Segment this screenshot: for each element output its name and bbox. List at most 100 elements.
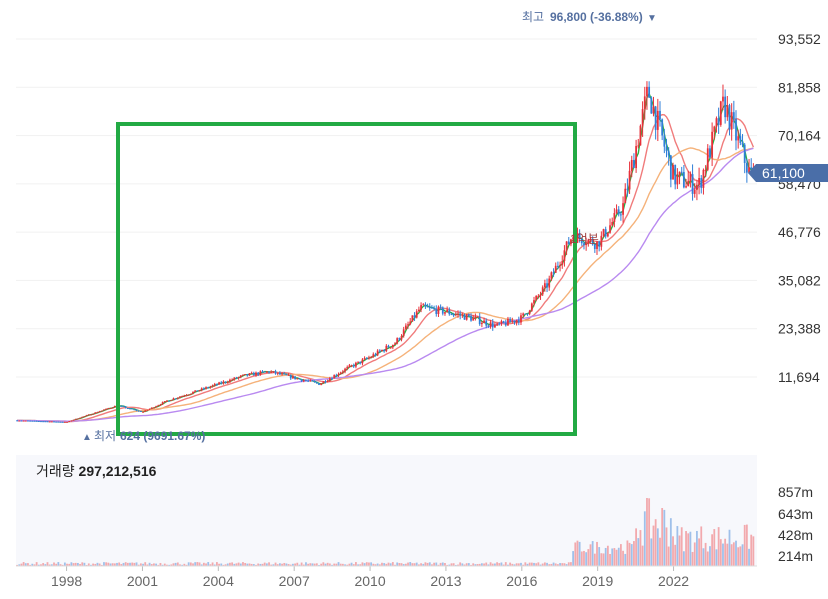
volume-bar	[630, 544, 633, 566]
volume-bar	[635, 528, 637, 566]
candle-body	[515, 320, 518, 323]
candle-body	[437, 306, 440, 315]
volume-bar	[702, 548, 705, 566]
moving-average-lines	[17, 91, 755, 423]
volume-bar	[326, 562, 329, 566]
volume-bar	[420, 563, 422, 566]
candle-body	[609, 225, 611, 233]
x-tick-label: 2013	[430, 573, 461, 589]
volume-bar	[637, 538, 640, 566]
volume-bar	[257, 563, 260, 566]
volume-bar	[485, 562, 488, 566]
volume-bar	[209, 564, 212, 566]
candle-body	[16, 420, 18, 422]
candle-body	[735, 119, 737, 141]
volume-bar	[90, 564, 92, 566]
volume-bar	[478, 563, 481, 566]
volume-bar	[220, 563, 223, 566]
volume-bar	[528, 562, 531, 566]
volume-bar	[250, 563, 253, 566]
candle-body	[578, 233, 581, 239]
candle-body	[98, 411, 101, 413]
volume-bar	[609, 553, 611, 566]
candle-body	[583, 243, 585, 246]
volume-bar	[515, 563, 518, 566]
candle-body	[220, 382, 223, 384]
volume-bar	[126, 562, 129, 566]
candle-body	[418, 309, 420, 312]
candle-body	[728, 105, 731, 130]
price-tick-label: 46,776	[778, 224, 821, 240]
candle-body	[66, 421, 68, 423]
candle-body	[218, 382, 220, 385]
candle-body	[513, 320, 516, 323]
volume-bar	[737, 547, 740, 566]
volume-bar	[294, 563, 296, 566]
volume-bar	[207, 562, 210, 566]
volume-bar	[682, 551, 685, 566]
candle-body	[183, 395, 186, 397]
candle-body	[122, 406, 125, 408]
volume-bar	[604, 547, 607, 566]
price-axis: 93,55281,85870,16458,47046,77635,08223,3…	[778, 31, 821, 385]
volume-bar	[554, 563, 557, 566]
volume-bar	[48, 564, 51, 566]
volume-bar	[270, 564, 273, 566]
candle-body	[274, 371, 277, 374]
candle-body	[179, 396, 181, 398]
candle-body	[450, 314, 453, 316]
volume-bar	[559, 563, 561, 566]
candle-body	[743, 144, 746, 164]
volume-bar	[591, 541, 594, 566]
candle-body	[530, 303, 533, 311]
volume-bar	[292, 563, 294, 566]
volume-bar	[350, 562, 353, 566]
volume-bar	[100, 564, 103, 566]
volume-bar	[307, 563, 310, 566]
volume-bar	[313, 563, 316, 566]
candle-body	[598, 241, 601, 247]
volume-bar	[428, 562, 431, 566]
volume-bar	[157, 564, 160, 566]
volume-bar	[661, 508, 664, 566]
candle-body	[318, 383, 320, 385]
candle-body	[315, 382, 318, 384]
low-marker: ▲	[82, 432, 92, 443]
volume-bar	[676, 526, 679, 566]
volume-bar	[624, 553, 627, 566]
candle-body	[298, 378, 301, 380]
candle-body	[148, 408, 151, 410]
candle-body	[77, 418, 79, 420]
candle-body	[652, 106, 655, 114]
volume-bar	[248, 563, 251, 566]
volume-bar	[437, 564, 440, 566]
candle-body	[441, 307, 444, 314]
price-tick-label: 93,552	[778, 31, 821, 47]
volume-bar	[724, 538, 727, 566]
volume-bar	[272, 564, 275, 566]
candle-body	[202, 388, 205, 390]
candle-body	[693, 189, 696, 194]
candle-body	[237, 377, 240, 379]
volume-bar	[457, 564, 459, 566]
candle-body	[250, 372, 253, 374]
candle-body	[226, 382, 229, 384]
candle-body	[520, 315, 522, 323]
candle-body	[682, 172, 685, 188]
volume-bar	[494, 563, 496, 566]
volume-bar	[463, 564, 466, 566]
candle-body	[55, 421, 58, 423]
candle-body	[70, 420, 73, 422]
candle-body	[94, 412, 97, 414]
volume-bar	[735, 540, 737, 566]
volume-bar	[628, 542, 631, 566]
volume-bar	[565, 564, 568, 566]
high-label: 최고	[522, 10, 544, 24]
candle-body	[663, 135, 666, 147]
candle-body	[313, 381, 316, 383]
volume-bar	[743, 524, 746, 566]
volume-bar	[593, 553, 596, 566]
candle-body	[22, 420, 25, 422]
volume-bar	[20, 563, 23, 566]
candle-body	[550, 272, 553, 279]
